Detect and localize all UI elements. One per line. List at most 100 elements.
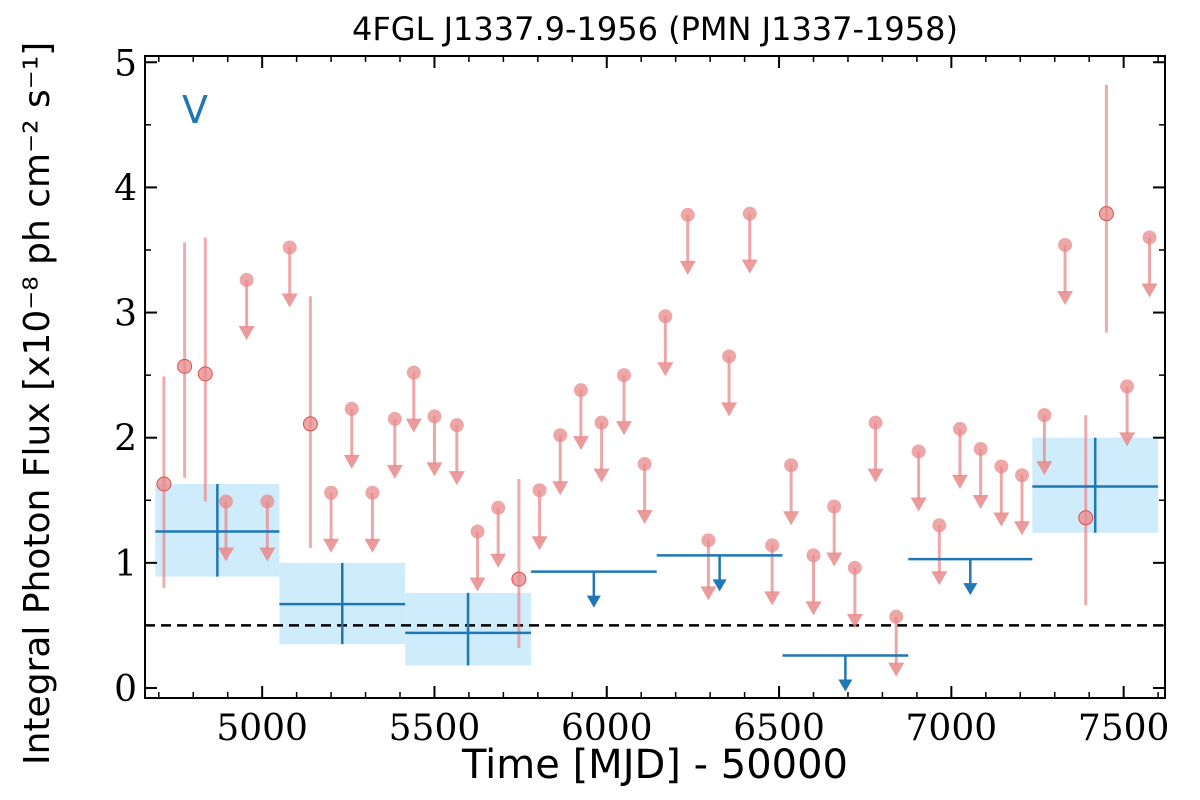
upper-limit-arrowhead-0 <box>217 547 234 562</box>
upper-limit-marker-14 <box>553 428 568 443</box>
upper-limit-marker-19 <box>658 309 673 324</box>
upper-limit-arrowhead-9 <box>426 462 443 477</box>
upper-limit-arrowhead-26 <box>805 601 822 616</box>
upper-limit-marker-29 <box>868 415 883 430</box>
upper-limit-marker-40 <box>1142 230 1157 245</box>
upper-limit-marker-5 <box>344 401 359 416</box>
upper-limit-arrowhead-17 <box>615 421 632 436</box>
upper-limit-marker-10 <box>449 418 464 433</box>
short-bin-point-2 <box>197 366 213 382</box>
upper-limit-arrowhead-29 <box>867 468 884 483</box>
chart-title: 4FGL J1337.9-1956 (PMN J1337-1958) <box>352 10 958 48</box>
upper-limit-arrowhead-35 <box>993 512 1010 527</box>
upper-limit-arrowhead-22 <box>721 402 738 417</box>
upper-limit-arrowhead-3 <box>281 293 298 308</box>
upper-limit-arrowhead-30 <box>888 662 905 677</box>
upper-limit-marker-25 <box>784 458 799 473</box>
upper-limit-arrowhead-11 <box>469 577 486 592</box>
x-tick-label-5: 7500 <box>1078 708 1170 749</box>
upper-limit-marker-28 <box>847 560 862 575</box>
short-bin-point-1 <box>177 358 193 374</box>
short-bin-point-0 <box>156 476 172 492</box>
upper-limit-marker-1 <box>260 494 275 509</box>
upper-limit-arrowhead-2 <box>238 326 255 341</box>
upper-limit-marker-16 <box>594 415 609 430</box>
upper-limit-marker-27 <box>827 499 842 514</box>
upper-limit-marker-23 <box>742 206 757 221</box>
upper-limit-marker-31 <box>911 444 926 459</box>
long-bin-upper-limit-arrowhead-0 <box>586 595 601 608</box>
x-tick-label-4: 7000 <box>906 708 998 749</box>
y-tick-label-1: 1 <box>114 544 137 585</box>
upper-limit-arrowhead-13 <box>531 536 548 551</box>
x-tick-label-3: 6500 <box>733 708 825 749</box>
upper-limit-arrowhead-39 <box>1119 432 1136 447</box>
upper-limit-marker-34 <box>973 441 988 456</box>
upper-limit-marker-26 <box>806 548 821 563</box>
upper-limit-marker-11 <box>470 524 485 539</box>
x-tick-label-2: 6000 <box>561 708 653 749</box>
upper-limit-marker-35 <box>994 459 1009 474</box>
upper-limit-marker-7 <box>387 411 402 426</box>
y-tick-label-0: 0 <box>114 669 137 710</box>
upper-limit-marker-8 <box>406 365 421 380</box>
y-tick-label-5: 5 <box>114 43 137 84</box>
upper-limit-arrowhead-23 <box>741 259 758 274</box>
upper-limit-marker-30 <box>889 609 904 624</box>
upper-limit-marker-33 <box>952 421 967 436</box>
upper-limit-marker-4 <box>324 485 339 500</box>
upper-limit-arrowhead-27 <box>826 552 843 567</box>
upper-limit-arrowhead-36 <box>1013 521 1030 536</box>
short-bin-point-6 <box>1098 206 1114 222</box>
upper-limit-arrowhead-14 <box>552 481 569 496</box>
upper-limit-marker-3 <box>282 240 297 255</box>
upper-limit-arrowhead-16 <box>593 468 610 483</box>
upper-limit-arrowhead-40 <box>1141 283 1158 298</box>
upper-limit-arrowhead-15 <box>572 436 589 451</box>
long-bin-upper-limit-arrowhead-1 <box>712 579 727 592</box>
band-label: V <box>182 88 208 132</box>
upper-limit-marker-12 <box>491 500 506 515</box>
y-tick-label-2: 2 <box>114 419 137 460</box>
upper-limit-marker-32 <box>932 518 947 533</box>
upper-limit-arrowhead-24 <box>764 591 781 606</box>
upper-limit-marker-0 <box>218 494 233 509</box>
axes-frame <box>144 55 1166 699</box>
long-bin-upper-limit-arrowhead-3 <box>963 583 978 596</box>
upper-limit-marker-2 <box>239 273 254 288</box>
upper-limit-arrowhead-10 <box>448 471 465 486</box>
y-tick-label-4: 4 <box>114 168 137 209</box>
upper-limit-arrowhead-12 <box>490 553 507 568</box>
upper-limit-marker-17 <box>616 368 631 383</box>
upper-limit-arrowhead-20 <box>679 260 696 275</box>
upper-limit-marker-20 <box>680 207 695 222</box>
upper-limit-arrowhead-21 <box>700 586 717 601</box>
x-axis-label: Time [MJD] - 50000 <box>461 742 849 788</box>
upper-limit-marker-6 <box>365 485 380 500</box>
upper-limit-marker-13 <box>532 483 547 498</box>
upper-limit-arrowhead-7 <box>386 464 403 479</box>
short-bin-point-4 <box>511 571 527 587</box>
upper-limit-marker-37 <box>1037 408 1052 423</box>
y-tick-label-3: 3 <box>114 294 137 335</box>
upper-limit-marker-36 <box>1014 468 1029 483</box>
x-tick-label-1: 5500 <box>389 708 481 749</box>
upper-limit-arrowhead-18 <box>636 509 653 524</box>
upper-limit-marker-24 <box>765 538 780 553</box>
short-bin-point-3 <box>302 416 318 432</box>
upper-limit-arrowhead-1 <box>259 547 276 562</box>
upper-limit-arrowhead-4 <box>323 538 340 553</box>
upper-limit-marker-38 <box>1058 237 1073 252</box>
upper-limit-arrowhead-37 <box>1036 461 1053 476</box>
upper-limit-arrowhead-31 <box>910 497 927 512</box>
upper-limit-arrowhead-6 <box>364 538 381 553</box>
upper-limit-arrowhead-34 <box>972 494 989 509</box>
upper-limit-marker-9 <box>427 409 442 424</box>
short-bin-point-5 <box>1078 510 1094 526</box>
upper-limit-arrowhead-5 <box>343 454 360 469</box>
upper-limit-arrowhead-19 <box>657 362 674 377</box>
upper-limit-marker-18 <box>637 456 652 471</box>
upper-limit-marker-21 <box>701 533 716 548</box>
